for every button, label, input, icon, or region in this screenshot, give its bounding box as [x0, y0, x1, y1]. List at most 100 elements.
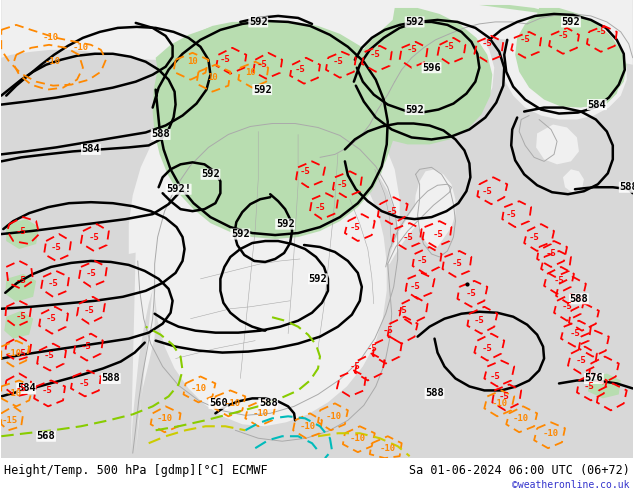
Text: 592: 592 — [405, 17, 424, 27]
Polygon shape — [388, 185, 451, 264]
Text: 592: 592 — [276, 219, 295, 229]
Text: -10: -10 — [45, 57, 61, 66]
Text: -5: -5 — [81, 342, 91, 351]
Text: -5: -5 — [558, 31, 569, 40]
Text: -5: -5 — [569, 329, 580, 338]
Text: 588: 588 — [619, 182, 634, 192]
Polygon shape — [353, 8, 492, 145]
Text: -5: -5 — [48, 279, 58, 288]
Text: -5: -5 — [79, 379, 89, 388]
Polygon shape — [131, 147, 258, 453]
Text: -5: -5 — [482, 39, 493, 49]
Text: 592: 592 — [231, 229, 250, 239]
Text: 584: 584 — [16, 384, 36, 393]
Text: -15: -15 — [1, 416, 17, 425]
Text: -10: -10 — [157, 414, 172, 423]
Text: 592!: 592! — [166, 184, 191, 194]
Text: -5: -5 — [576, 356, 586, 365]
Text: -5: -5 — [89, 233, 100, 242]
Polygon shape — [563, 170, 584, 193]
Text: 596: 596 — [422, 63, 441, 73]
Text: -5: -5 — [406, 45, 417, 54]
Text: -5: -5 — [370, 50, 380, 59]
Text: -5: -5 — [16, 384, 27, 393]
Text: -10: -10 — [43, 33, 59, 42]
Text: -10: -10 — [73, 43, 89, 52]
Text: Sa 01-06-2024 06:00 UTC (06+72): Sa 01-06-2024 06:00 UTC (06+72) — [409, 465, 630, 477]
Text: -5: -5 — [349, 362, 360, 371]
Text: -10: -10 — [252, 409, 268, 418]
Text: -5: -5 — [46, 314, 56, 323]
Text: -5: -5 — [520, 35, 531, 44]
Polygon shape — [5, 274, 36, 302]
Text: -5: -5 — [402, 233, 413, 242]
Text: -5: -5 — [482, 344, 493, 353]
Text: -10: -10 — [224, 399, 240, 408]
Text: -10: -10 — [190, 384, 207, 393]
Text: ©weatheronline.co.uk: ©weatheronline.co.uk — [512, 480, 630, 490]
Polygon shape — [136, 131, 387, 453]
Text: 568: 568 — [37, 431, 55, 441]
Text: -10: -10 — [326, 412, 342, 421]
Text: 10: 10 — [245, 68, 256, 77]
Text: 560: 560 — [209, 398, 228, 408]
Text: -5: -5 — [337, 180, 347, 189]
Text: -5: -5 — [409, 282, 420, 292]
Text: -5: -5 — [295, 65, 306, 74]
Text: -10: -10 — [491, 399, 507, 408]
Text: -5: -5 — [499, 392, 510, 401]
Text: 588: 588 — [259, 398, 278, 408]
Polygon shape — [4, 311, 33, 339]
Text: 584: 584 — [82, 145, 100, 154]
Text: -5: -5 — [300, 167, 311, 176]
Text: 584: 584 — [588, 99, 606, 110]
Text: -10: -10 — [543, 429, 559, 438]
Text: -5: -5 — [86, 270, 96, 278]
Polygon shape — [129, 74, 399, 254]
Text: -10: -10 — [5, 349, 22, 358]
Text: -5: -5 — [16, 349, 27, 358]
Text: -5: -5 — [595, 27, 606, 36]
Text: 592: 592 — [249, 17, 268, 27]
Polygon shape — [588, 373, 621, 398]
Polygon shape — [415, 170, 455, 249]
Text: -5: -5 — [553, 276, 564, 285]
Text: 592: 592 — [562, 17, 580, 27]
Text: -5: -5 — [16, 312, 27, 321]
Text: -5: -5 — [490, 372, 501, 381]
Text: -5: -5 — [382, 326, 393, 335]
Text: 588: 588 — [101, 373, 120, 384]
Text: -10: -10 — [350, 434, 366, 443]
Text: -5: -5 — [416, 256, 427, 266]
Text: 10: 10 — [207, 73, 218, 82]
Text: -5: -5 — [444, 42, 455, 51]
Polygon shape — [6, 219, 39, 249]
Text: -10: -10 — [5, 389, 22, 398]
Text: -5: -5 — [42, 386, 53, 395]
Text: -5: -5 — [51, 243, 61, 251]
Polygon shape — [153, 22, 390, 239]
Text: -5: -5 — [529, 233, 540, 242]
Text: -5: -5 — [506, 210, 517, 219]
Text: -5: -5 — [366, 344, 377, 353]
Text: -10: -10 — [513, 414, 529, 423]
Text: 592: 592 — [253, 85, 271, 95]
Polygon shape — [515, 8, 627, 108]
Text: -5: -5 — [466, 289, 477, 298]
Text: -5: -5 — [583, 382, 594, 391]
Text: -5: -5 — [84, 306, 94, 315]
Text: 10: 10 — [187, 57, 198, 66]
Polygon shape — [1, 0, 633, 65]
Text: -5: -5 — [16, 276, 27, 285]
Text: -5: -5 — [432, 229, 443, 239]
Text: 588: 588 — [152, 129, 170, 140]
Polygon shape — [374, 5, 495, 135]
Text: -5: -5 — [562, 302, 573, 311]
Text: -5: -5 — [396, 306, 407, 315]
Text: -5: -5 — [333, 57, 343, 66]
Text: Height/Temp. 500 hPa [gdmp][°C] ECMWF: Height/Temp. 500 hPa [gdmp][°C] ECMWF — [4, 465, 268, 477]
Polygon shape — [479, 5, 621, 108]
Text: -5: -5 — [44, 351, 55, 360]
Text: 592: 592 — [405, 104, 424, 115]
Text: -5: -5 — [386, 207, 397, 216]
